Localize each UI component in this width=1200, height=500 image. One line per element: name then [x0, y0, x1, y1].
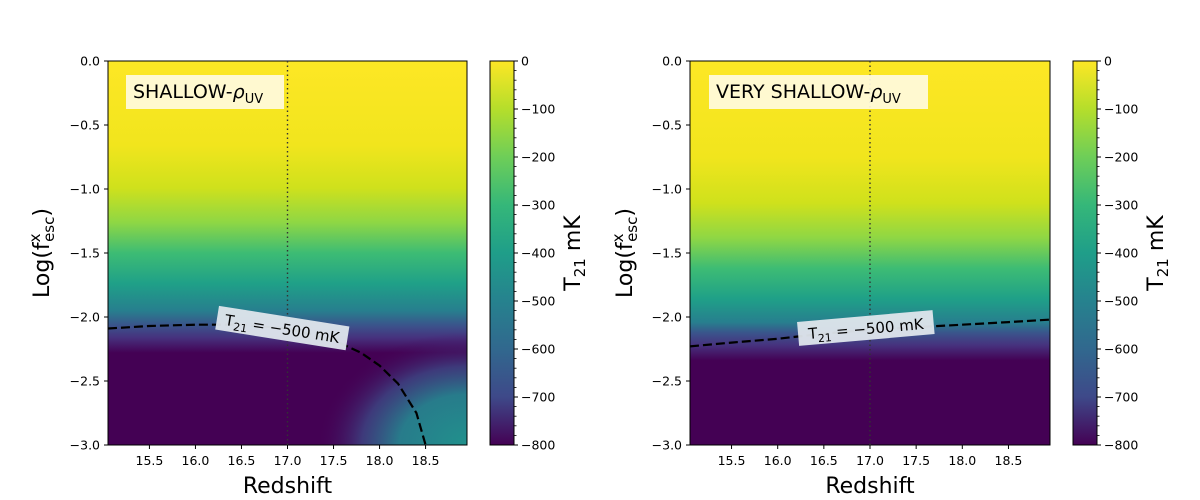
x-axis-label: Redshift: [825, 474, 915, 499]
y-axis-label: Log(fxesc): [609, 208, 641, 298]
colorbar-ticks: 0 −100 −200 −300 −400 −500 −600 −700 −800: [514, 54, 555, 453]
colorbar-tick-label: −400: [1104, 246, 1138, 261]
x-tick-label: 18.5: [995, 453, 1023, 468]
colorbar-ticks: 0 −100 −200 −300 −400 −500 −600 −700 −800: [1097, 54, 1138, 453]
x-tick-label: 18.5: [412, 453, 440, 468]
panel-shallow: T21 = −500 mK SHALLOW-ρUV 15.5 16.0 16.5 17…: [26, 54, 589, 500]
x-axis-label: Redshift: [243, 474, 333, 499]
colorbar-label: T21 mK: [561, 215, 589, 292]
y-tick-label: −1.0: [70, 182, 100, 197]
colorbar-tick-label: −300: [1104, 198, 1138, 213]
svg-text:VERY SHALLOW-ρUV: VERY SHALLOW-ρUV: [716, 81, 901, 107]
colorbar-tick-label: 0: [521, 54, 529, 69]
y-axis-ticks: 0.0 −0.5 −1.0 −1.5 −2.0 −2.5 −3.0: [70, 54, 108, 453]
colorbar-tick-label: −100: [1104, 102, 1138, 117]
colorbar-tick-label: −200: [1104, 150, 1138, 165]
panel-very-shallow: T21 = −500 mK VERY SHALLOW-ρUV 15.5 16.0 1…: [609, 54, 1172, 500]
x-axis-ticks: 15.5 16.0 16.5 17.0 17.5 18.0 18.5: [718, 445, 1023, 468]
colorbar-label: T21 mK: [1144, 215, 1172, 292]
y-tick-label: −3.0: [652, 438, 682, 453]
colorbar-tick-label: −300: [521, 198, 555, 213]
y-tick-label: −2.5: [652, 374, 682, 389]
colorbar-tick-label: −500: [521, 294, 555, 309]
y-tick-label: −2.0: [652, 310, 682, 325]
x-tick-label: 17.5: [320, 453, 348, 468]
colorbar-tick-label: 0: [1104, 54, 1112, 69]
y-tick-label: −1.5: [70, 246, 100, 261]
contour-label-box: [797, 310, 935, 346]
colorbar-tick-label: −500: [1104, 294, 1138, 309]
y-tick-label: −2.5: [70, 374, 100, 389]
y-tick-label: −3.0: [70, 438, 100, 453]
contour-line: [689, 318, 1051, 348]
colorbar-gradient: [489, 60, 515, 446]
contour-label-box: [215, 305, 350, 351]
colorbar-tick-label: −700: [521, 390, 555, 405]
x-tick-label: 16.0: [182, 453, 210, 468]
y-tick-label: 0.0: [662, 54, 682, 69]
panel-label: SHALLOW-ρUV: [126, 75, 284, 109]
x-tick-label: 16.5: [810, 453, 838, 468]
y-tick-label: −0.5: [652, 118, 682, 133]
y-tick-label: −0.5: [70, 118, 100, 133]
colorbar-tick-label: −600: [1104, 342, 1138, 357]
y-tick-label: 0.0: [80, 54, 100, 69]
y-tick-label: −1.0: [652, 182, 682, 197]
colorbar-tick-label: −800: [1104, 438, 1138, 453]
panel-label: VERY SHALLOW-ρUV: [709, 75, 928, 109]
x-tick-label: 17.5: [902, 453, 930, 468]
contour-label: T21 = −500 mK: [215, 305, 350, 351]
colorbar-tick-label: −200: [521, 150, 555, 165]
x-tick-label: 16.0: [764, 453, 792, 468]
x-tick-label: 17.0: [856, 453, 884, 468]
colorbar: 0 −100 −200 −300 −400 −500 −600 −700 −800 T21 mK: [1072, 54, 1172, 453]
colorbar-tick-label: −400: [521, 246, 555, 261]
colorbar-tick-label: −600: [521, 342, 555, 357]
colorbar: 0 −100 −200 −300 −400 −500 −600 −700 −800 T21 mK: [489, 54, 589, 453]
heatmap-field: [690, 61, 1050, 445]
svg-text:SHALLOW-ρUV: SHALLOW-ρUV: [133, 81, 263, 107]
panel-label-box: [126, 75, 284, 109]
x-tick-label: 18.0: [366, 453, 394, 468]
y-axis-ticks: 0.0 −0.5 −1.0 −1.5 −2.0 −2.5 −3.0: [652, 54, 690, 453]
colorbar-tick-label: −100: [521, 102, 555, 117]
x-tick-label: 15.5: [718, 453, 746, 468]
x-axis-ticks: 15.5 16.0 16.5 17.0 17.5 18.0 18.5: [136, 445, 440, 468]
colorbar-tick-label: −800: [521, 438, 555, 453]
colorbar-gradient: [1072, 60, 1098, 446]
colorbar-tick-label: −700: [1104, 390, 1138, 405]
panel-label-box: [709, 75, 928, 109]
y-tick-label: −1.5: [652, 246, 682, 261]
x-tick-label: 15.5: [136, 453, 164, 468]
x-tick-label: 18.0: [948, 453, 976, 468]
x-tick-label: 16.5: [228, 453, 256, 468]
x-tick-label: 17.0: [274, 453, 302, 468]
y-axis-label: Log(fxesc): [26, 208, 58, 298]
y-tick-label: −2.0: [70, 310, 100, 325]
